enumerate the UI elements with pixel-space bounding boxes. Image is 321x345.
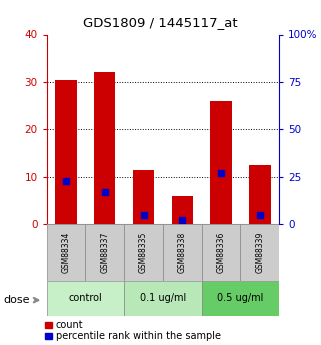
Text: GSM88334: GSM88334 <box>61 232 70 273</box>
Text: control: control <box>68 294 102 303</box>
Bar <box>47 281 124 316</box>
Text: GSM88338: GSM88338 <box>178 232 187 273</box>
Bar <box>94 72 115 224</box>
Bar <box>124 224 163 281</box>
Bar <box>202 224 240 281</box>
Text: percentile rank within the sample: percentile rank within the sample <box>56 332 221 341</box>
Bar <box>47 224 85 281</box>
Bar <box>211 101 232 224</box>
Text: GSM88339: GSM88339 <box>256 232 265 273</box>
Text: GSM88336: GSM88336 <box>217 232 226 273</box>
Bar <box>133 170 154 224</box>
Bar <box>163 224 202 281</box>
Text: 0.1 ug/ml: 0.1 ug/ml <box>140 294 186 303</box>
Text: 0.5 ug/ml: 0.5 ug/ml <box>217 294 264 303</box>
Text: GDS1809 / 1445117_at: GDS1809 / 1445117_at <box>83 16 238 29</box>
Text: GSM88335: GSM88335 <box>139 232 148 273</box>
Text: dose: dose <box>3 295 30 305</box>
Bar <box>249 165 271 224</box>
Bar <box>240 224 279 281</box>
Text: count: count <box>56 320 83 330</box>
Bar <box>85 224 124 281</box>
Bar <box>172 196 193 224</box>
Bar <box>202 281 279 316</box>
Bar <box>124 281 202 316</box>
Text: GSM88337: GSM88337 <box>100 232 109 273</box>
Bar <box>55 80 77 224</box>
